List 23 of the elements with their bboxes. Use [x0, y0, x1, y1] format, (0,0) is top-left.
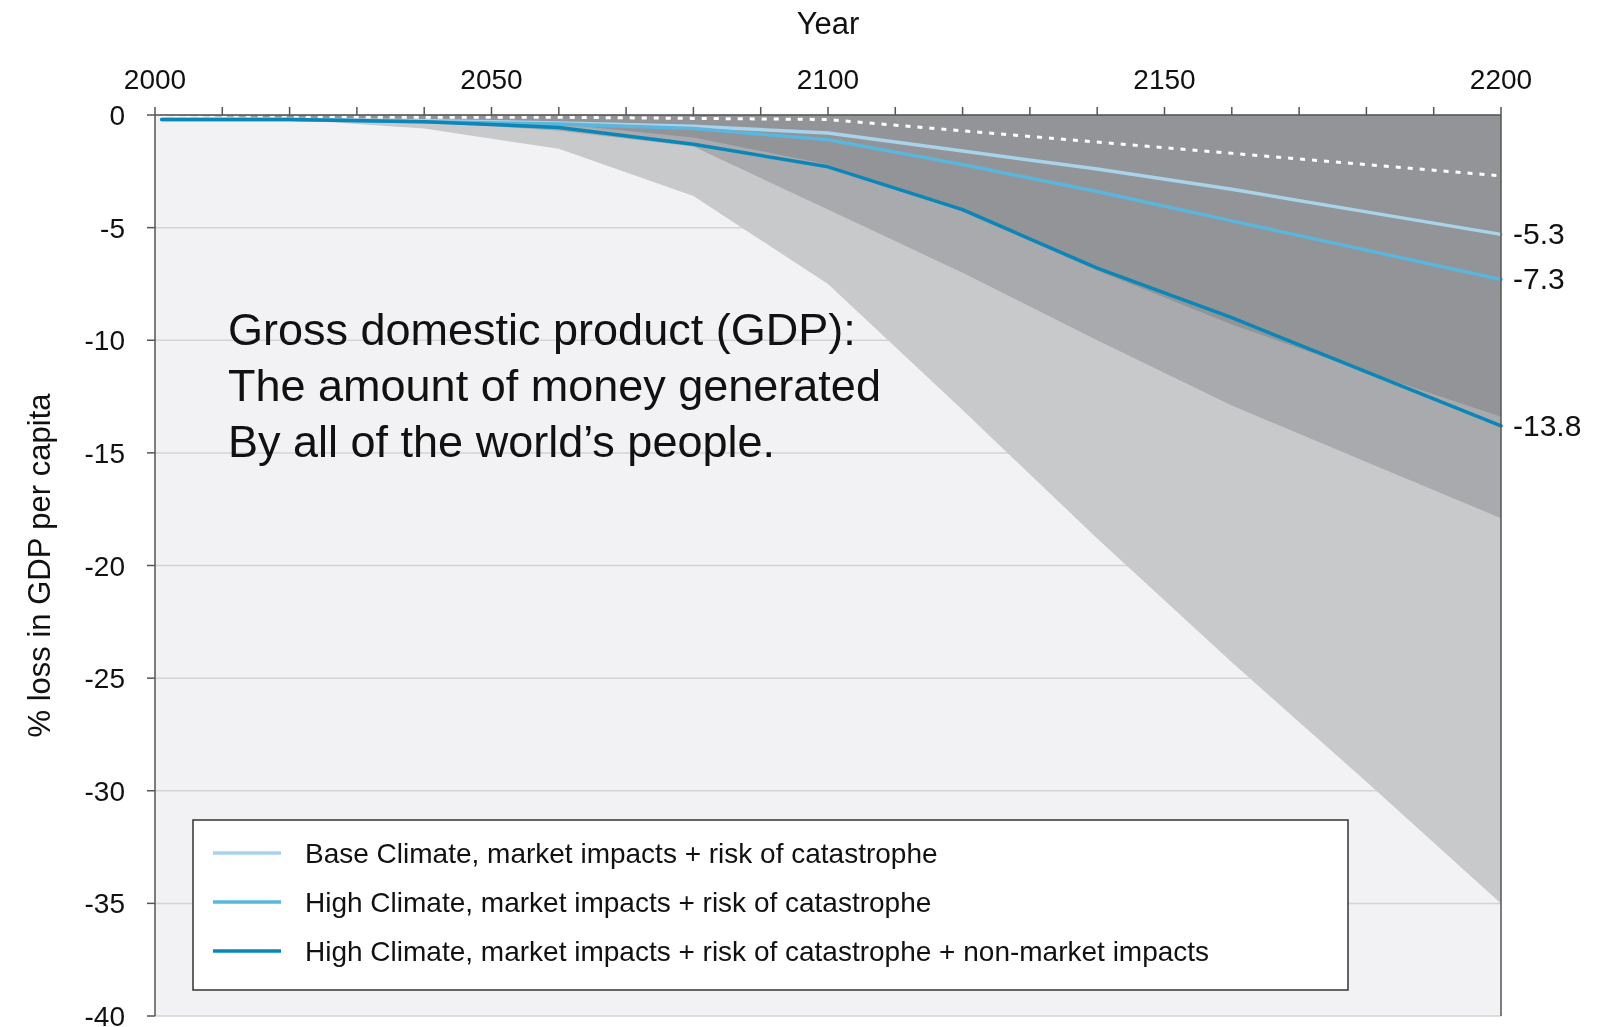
- y-tick-label: -20: [84, 550, 125, 582]
- y-tick-label: -25: [84, 663, 125, 695]
- y-tick-label: 0: [109, 100, 125, 131]
- x-tick-label: 2050: [460, 64, 523, 95]
- data-label: -5.3: [1513, 217, 1565, 251]
- x-tick-label: 2200: [1469, 64, 1533, 95]
- x-axis-title: Year: [796, 6, 860, 41]
- y-tick-label: -40: [84, 1001, 125, 1027]
- x-tick-label: 2000: [123, 64, 187, 95]
- y-axis-title: % loss in GDP per capita: [22, 392, 57, 738]
- annotation: Gross domestic product (GDP): The amount of money generated By all of the world’s people.: [228, 304, 881, 467]
- y-tick-label: -5: [100, 212, 125, 244]
- data-label: -13.8: [1513, 408, 1582, 442]
- y-tick-label: -30: [84, 775, 125, 807]
- x-tick-label: 2150: [1133, 64, 1196, 95]
- legend-label: High Climate, market impacts + risk of catastrophe + non-market impacts: [305, 936, 1210, 967]
- y-tick-label: -35: [84, 888, 125, 920]
- x-tick-label: 2100: [796, 64, 860, 95]
- y-tick-label: -15: [84, 437, 125, 469]
- legend-label: High Climate, market impacts + risk of catastrophe: [305, 887, 932, 918]
- legend-label: Base Climate, market impacts + risk of catastrophe: [305, 838, 938, 869]
- data-label: -7.3: [1513, 262, 1565, 296]
- y-tick-label: -10: [84, 325, 125, 357]
